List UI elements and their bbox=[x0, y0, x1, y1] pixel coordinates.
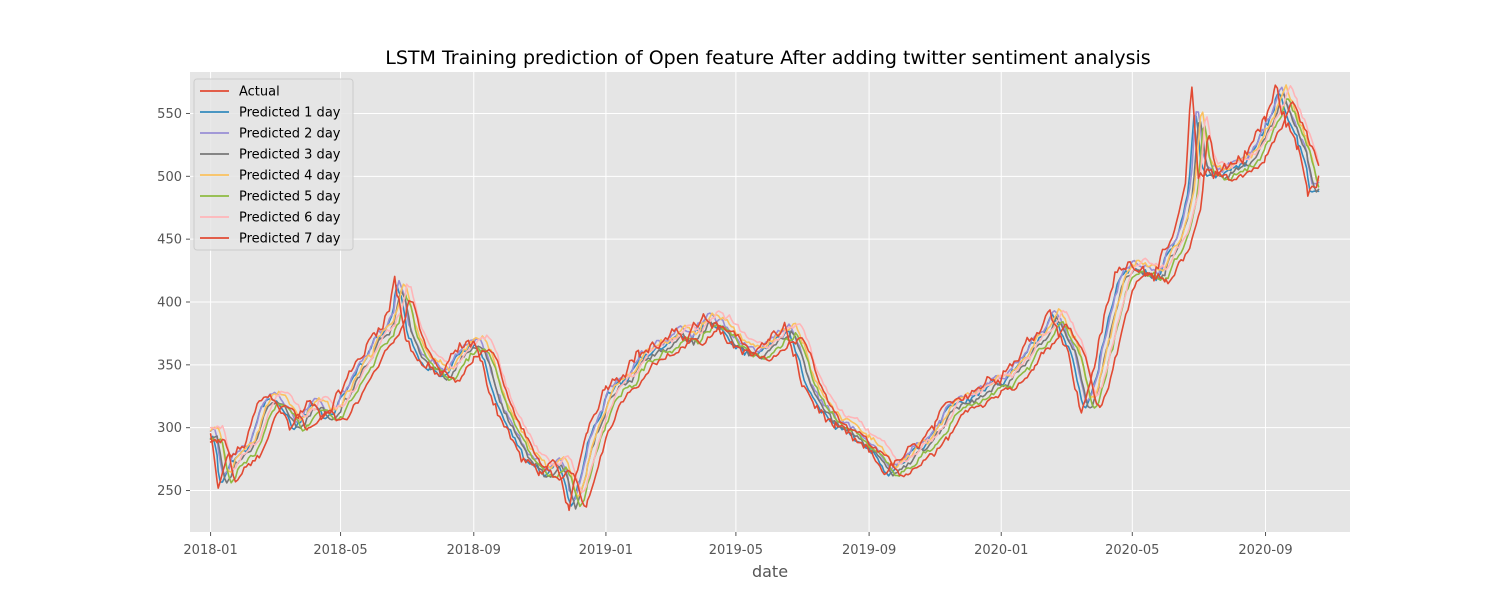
y-tick-label: 550 bbox=[157, 107, 182, 122]
x-tick-label: 2018-05 bbox=[313, 543, 367, 558]
y-tick-label: 300 bbox=[157, 421, 182, 436]
y-tick-label: 500 bbox=[157, 170, 182, 185]
axes: 2018-01 2018-05 2018-09 2019-01 2019-05 2019-… bbox=[157, 107, 1293, 558]
legend-label-predicted-2-day: Predicted 2 day bbox=[239, 127, 341, 142]
y-tick-label: 350 bbox=[157, 358, 182, 373]
x-tick-label: 2019-09 bbox=[842, 543, 896, 558]
y-tick-label: 400 bbox=[157, 296, 182, 311]
x-tick-label: 2018-01 bbox=[183, 543, 237, 558]
x-tick-label: 2018-09 bbox=[447, 543, 501, 558]
x-tick-label: 2019-01 bbox=[579, 543, 633, 558]
x-tick-label: 2019-05 bbox=[709, 543, 763, 558]
x-tick-label: 2020-05 bbox=[1105, 543, 1159, 558]
legend-label-predicted-4-day: Predicted 4 day bbox=[239, 169, 341, 184]
legend-label-predicted-3-day: Predicted 3 day bbox=[239, 148, 341, 163]
x-axis-label: date bbox=[752, 562, 788, 581]
legend-box bbox=[193, 78, 354, 251]
legend: Actual Predicted 1 day Predicted 2 day Pred… bbox=[193, 78, 354, 251]
grid bbox=[190, 72, 1350, 532]
x-tick-label: 2020-09 bbox=[1238, 543, 1292, 558]
y-tick-label: 250 bbox=[157, 484, 182, 499]
y-tick-label: 450 bbox=[157, 233, 182, 248]
chart-title: LSTM Training prediction of Open feature… bbox=[385, 47, 1150, 69]
series-line-actual bbox=[209, 84, 1320, 512]
legend-label-predicted-6-day: Predicted 6 day bbox=[239, 211, 341, 226]
series-line-predicted-7-day bbox=[209, 101, 1320, 508]
legend-label-actual: Actual bbox=[239, 85, 280, 100]
legend-label-predicted-7-day: Predicted 7 day bbox=[239, 232, 341, 247]
x-tick-label: 2020-01 bbox=[974, 543, 1028, 558]
series-line-predicted-6-day bbox=[209, 85, 1320, 493]
legend-label-predicted-1-day: Predicted 1 day bbox=[239, 106, 341, 121]
series-lines bbox=[209, 84, 1320, 512]
legend-label-predicted-5-day: Predicted 5 day bbox=[239, 190, 341, 205]
